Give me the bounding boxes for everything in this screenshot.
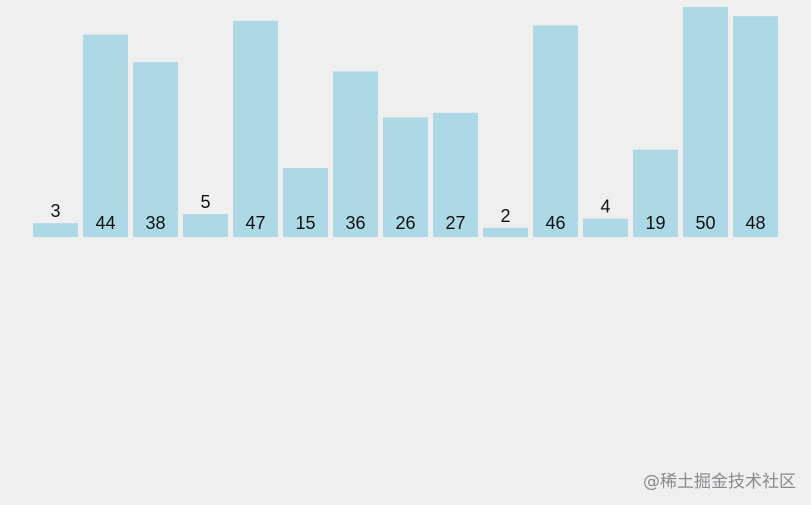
bar	[533, 25, 578, 238]
bar	[733, 16, 778, 238]
bar	[633, 149, 678, 237]
value-label: 4	[600, 197, 610, 217]
bar	[33, 223, 78, 237]
value-label: 38	[145, 213, 165, 233]
bar	[583, 218, 628, 237]
value-label: 2	[500, 206, 510, 226]
bar	[233, 20, 278, 237]
bar	[133, 62, 178, 238]
bar	[383, 117, 428, 237]
bar	[483, 227, 528, 237]
value-label: 5	[200, 192, 210, 212]
value-label: 44	[95, 213, 115, 233]
bar	[83, 34, 128, 237]
value-label: 19	[645, 213, 665, 233]
value-label: 47	[245, 213, 265, 233]
value-label: 36	[345, 213, 365, 233]
bar	[283, 168, 328, 237]
value-label: 27	[445, 213, 465, 233]
bar	[183, 214, 228, 237]
value-label: 15	[295, 213, 315, 233]
value-label: 48	[745, 213, 765, 233]
value-label: 3	[50, 201, 60, 221]
bar	[683, 7, 728, 237]
value-label: 26	[395, 213, 415, 233]
bar	[433, 112, 478, 237]
value-label: 46	[545, 213, 565, 233]
watermark: @稀土掘金技术社区	[643, 472, 796, 492]
bar	[333, 71, 378, 238]
value-label: 50	[695, 213, 715, 233]
